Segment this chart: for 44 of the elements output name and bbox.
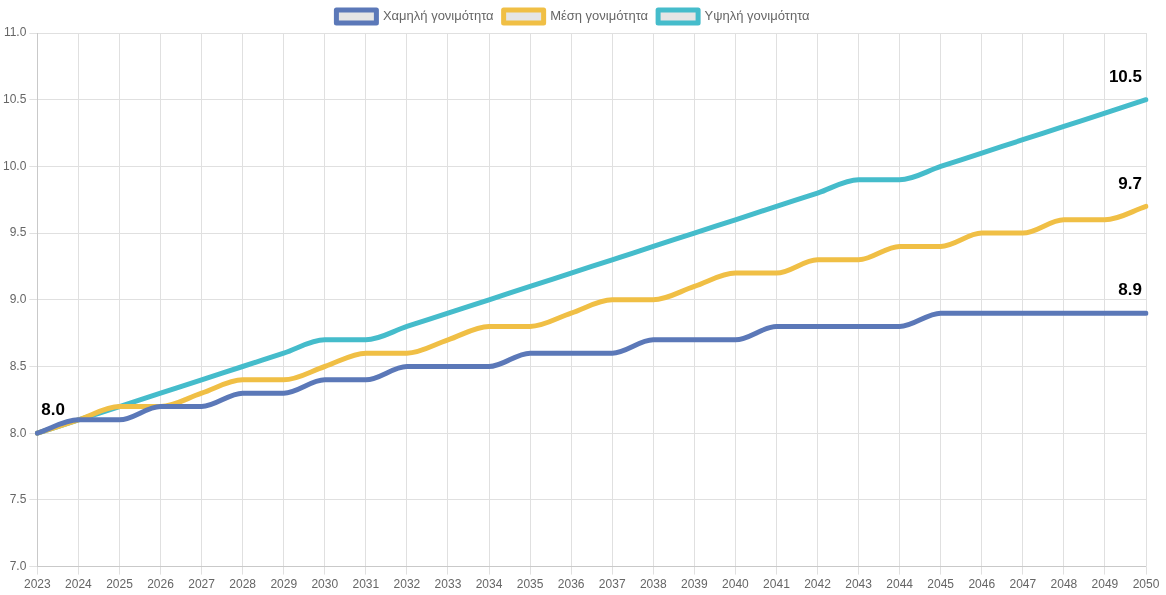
y-tick-label: 7.0 (9, 558, 27, 573)
x-tick-label: 2042 (804, 577, 832, 592)
y-tick-label: 10.5 (3, 92, 27, 107)
x-tick-label: 2048 (1050, 577, 1078, 592)
data-label: 10.5 (1108, 66, 1142, 86)
y-tick-label: 7.5 (9, 492, 27, 507)
x-tick-label: 2028 (229, 577, 257, 592)
y-tick-label: 10.0 (3, 158, 27, 173)
x-tick-label: 2033 (434, 577, 462, 592)
y-tick-label: 8.0 (9, 425, 27, 440)
legend-label: Υψηλή γονιμότητα (704, 8, 811, 24)
x-tick-label: 2023 (24, 577, 52, 592)
legend-label: Μέση γονιμότητα (550, 8, 649, 24)
x-tick-label: 2049 (1091, 577, 1119, 592)
x-tick-label: 2034 (475, 577, 503, 592)
x-tick-label: 2046 (968, 577, 996, 592)
x-tick-label: 2038 (639, 577, 667, 592)
y-tick-label: 11.0 (3, 25, 27, 40)
y-tick-label: 8.5 (9, 358, 27, 373)
x-tick-label: 2043 (845, 577, 873, 592)
x-tick-label: 2031 (352, 577, 380, 592)
x-tick-label: 2041 (763, 577, 791, 592)
data-label: 8.0 (41, 400, 65, 420)
y-tick-label: 9.0 (9, 292, 27, 307)
x-tick-label: 2036 (557, 577, 585, 592)
data-label: 9.7 (1118, 173, 1142, 193)
x-tick-label: 2025 (106, 577, 134, 592)
x-tick-label: 2027 (188, 577, 216, 592)
x-tick-label: 2026 (147, 577, 175, 592)
x-tick-label: 2029 (270, 577, 298, 592)
x-tick-label: 2039 (680, 577, 708, 592)
x-tick-label: 2035 (516, 577, 544, 592)
x-tick-label: 2032 (393, 577, 421, 592)
x-tick-label: 2040 (722, 577, 750, 592)
x-tick-label: 2050 (1132, 577, 1160, 592)
x-tick-label: 2024 (65, 577, 93, 592)
data-label: 8.9 (1118, 280, 1142, 300)
y-tick-label: 9.5 (9, 225, 27, 240)
legend-label: Χαμηλή γονιμότητα (382, 8, 495, 24)
x-tick-label: 2045 (927, 577, 955, 592)
x-tick-label: 2044 (886, 577, 914, 592)
x-tick-label: 2030 (311, 577, 339, 592)
x-tick-label: 2037 (598, 577, 626, 592)
x-tick-label: 2047 (1009, 577, 1037, 592)
